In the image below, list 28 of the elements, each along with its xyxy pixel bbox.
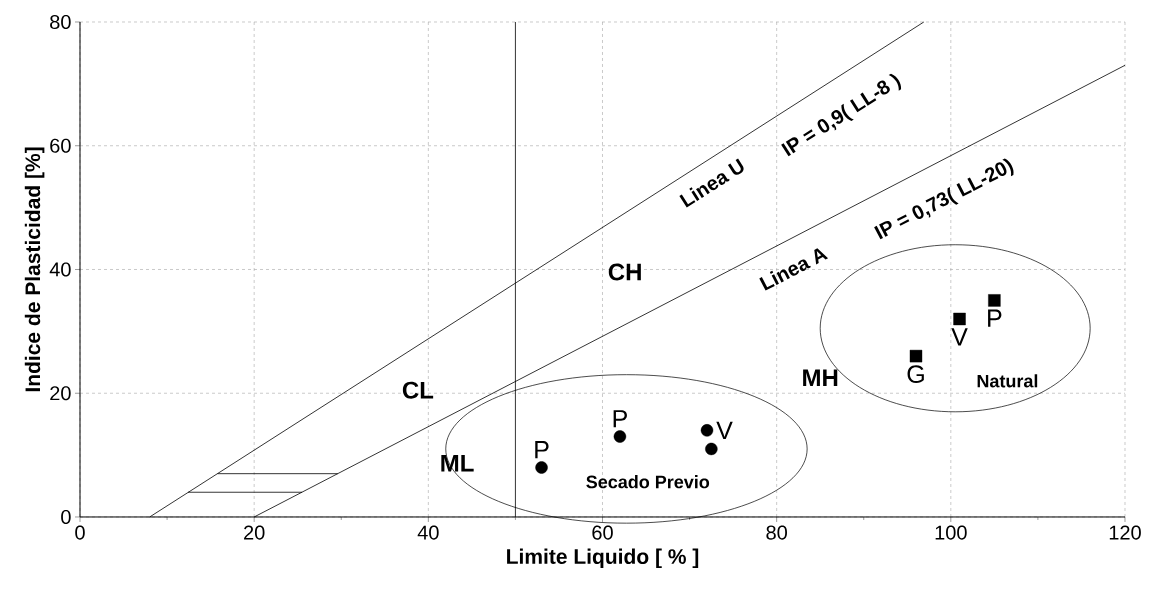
y-tick-label: 60 xyxy=(50,138,71,153)
data-label: P xyxy=(535,441,549,459)
x-tick-label: 120 xyxy=(1109,525,1141,540)
x-tick-label: 60 xyxy=(592,525,613,540)
annotation: Secado Previo xyxy=(586,475,710,489)
data-label: P xyxy=(988,309,1002,327)
annotation: CH xyxy=(608,263,641,281)
x-tick-label: 40 xyxy=(417,525,439,540)
y-tick-label: 20 xyxy=(50,386,71,401)
x-tick-label: 20 xyxy=(244,525,265,540)
data-label: P xyxy=(613,410,627,428)
y-axis-title: Indice de Plasticidad [%] xyxy=(24,147,45,392)
x-tick-label: 0 xyxy=(75,525,85,540)
x-tick-label: 80 xyxy=(766,525,787,540)
x-axis-title: Limite Liquido [ % ] xyxy=(507,548,699,569)
y-tick-label: 40 xyxy=(49,262,71,277)
annotation: Natural xyxy=(977,374,1038,388)
data-label: V xyxy=(716,421,733,439)
y-tick-label: 80 xyxy=(50,14,71,30)
annotation: CL xyxy=(402,381,434,399)
data-label: V xyxy=(951,328,968,346)
y-tick-label: 0 xyxy=(61,509,71,525)
annotation: MH xyxy=(803,369,838,387)
annotation: IP = 0,9( LL-8 ) xyxy=(781,73,902,157)
annotation: ML xyxy=(441,454,474,472)
data-label: G xyxy=(907,365,924,384)
annotation: Linea A xyxy=(759,248,829,291)
x-tick-label: 100 xyxy=(935,525,967,540)
